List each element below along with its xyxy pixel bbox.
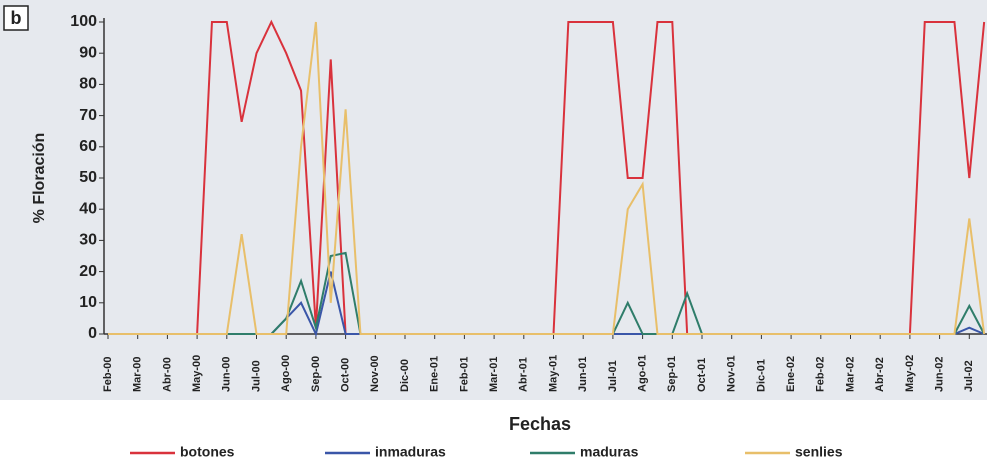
x-tick-label: Jul-01 [607, 360, 619, 392]
x-tick-label: May-01 [547, 355, 559, 392]
x-tick-label: Feb-00 [102, 357, 114, 392]
y-tick-label: 100 [70, 13, 97, 30]
x-tick-label: Ago-01 [637, 355, 649, 392]
y-tick-label: 50 [79, 169, 97, 186]
x-tick-label: Feb-01 [458, 357, 470, 392]
x-tick-label: Jun-02 [934, 357, 946, 392]
x-tick-label: Mar-00 [132, 357, 144, 392]
y-tick-label: 10 [79, 294, 97, 311]
x-tick-label: Sep-00 [310, 356, 322, 392]
series-line [108, 21, 986, 335]
x-tick-label: Abr-00 [161, 357, 173, 392]
y-tick-label: 70 [79, 107, 97, 124]
legend-label: senlies [795, 444, 843, 460]
x-tick-label: Ene-02 [785, 356, 797, 392]
x-tick-label: Nov-01 [726, 355, 738, 392]
x-tick-label: Feb-02 [815, 357, 827, 392]
x-tick-label: Ene-01 [429, 356, 441, 392]
legend-label: botones [180, 444, 235, 460]
x-tick-label: Mar-02 [844, 357, 856, 392]
y-tick-label: 20 [79, 263, 97, 280]
x-tick-label: Oct-01 [696, 358, 708, 392]
plot-background [0, 0, 987, 400]
y-tick-label: 90 [79, 44, 97, 61]
x-tick-label: Ago-00 [280, 355, 292, 392]
y-tick-label: 30 [79, 232, 97, 249]
y-tick-label: 0 [88, 325, 97, 342]
x-tick-label: Abr-02 [874, 357, 886, 392]
x-tick-label: Jun-01 [577, 357, 589, 392]
y-tick-label: 40 [79, 200, 97, 217]
legend-label: inmaduras [375, 444, 446, 460]
x-tick-label: Jul-02 [963, 360, 975, 392]
y-axis-title: % Floración [31, 133, 48, 224]
x-tick-label: Abr-01 [518, 357, 530, 392]
y-tick-label: 60 [79, 138, 97, 155]
y-tick-label: 80 [79, 76, 97, 93]
x-tick-label: Oct-00 [340, 358, 352, 392]
x-tick-label: Mar-01 [488, 357, 500, 392]
x-tick-label: May-00 [191, 355, 203, 392]
x-tick-label: Jul-00 [250, 360, 262, 392]
x-tick-label: Jun-00 [221, 357, 233, 392]
x-tick-label: Dic-00 [399, 359, 411, 392]
legend-label: maduras [580, 444, 639, 460]
x-tick-label: Dic-01 [755, 359, 767, 392]
panel-box [3, 5, 29, 31]
x-axis-title: Fechas [509, 414, 571, 434]
x-tick-label: Nov-00 [369, 355, 381, 392]
x-tick-label: Sep-01 [666, 356, 678, 392]
panel-label: b [11, 8, 22, 28]
x-tick-label: May-02 [904, 355, 916, 392]
